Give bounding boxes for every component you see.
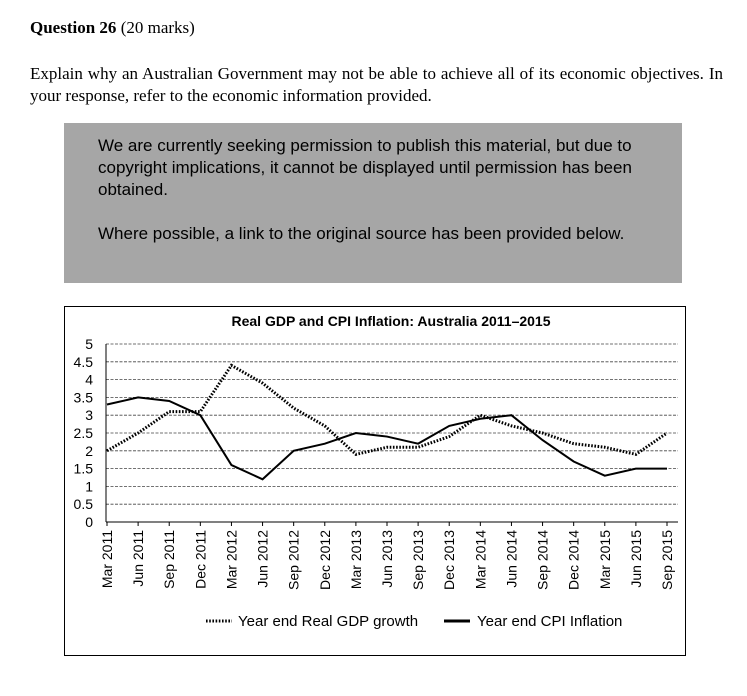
x-tick-label: Sep 2013 xyxy=(410,530,426,590)
question-number: Question 26 xyxy=(30,18,117,37)
legend-label: Year end Real GDP growth xyxy=(238,613,418,630)
x-tick-label: Jun 2013 xyxy=(379,530,395,588)
x-tick-label: Mar 2015 xyxy=(597,530,613,589)
y-tick-label: 3.5 xyxy=(74,389,94,405)
x-tick-label: Jun 2015 xyxy=(628,530,644,588)
y-tick-label: 3 xyxy=(85,407,93,423)
y-tick-label: 0.5 xyxy=(74,496,94,512)
x-tick-label: Dec 2013 xyxy=(441,530,457,590)
y-tick-label: 0 xyxy=(85,514,93,530)
notice-paragraph-1: We are currently seeking permission to p… xyxy=(98,136,632,199)
x-tick-label: Mar 2011 xyxy=(99,530,115,588)
x-tick-label: Sep 2012 xyxy=(286,530,302,590)
y-tick-label: 4 xyxy=(85,372,93,388)
series-line-cpi xyxy=(106,396,667,481)
chart-frame xyxy=(64,306,686,656)
x-tick-label: Sep 2014 xyxy=(535,530,551,590)
x-tick-label: Dec 2014 xyxy=(566,530,582,590)
chart-title: Real GDP and CPI Inflation: Australia 20… xyxy=(231,313,550,329)
x-tick-label: Jun 2014 xyxy=(503,530,519,588)
y-tick-label: 2 xyxy=(85,443,93,459)
y-tick-label: 1 xyxy=(85,478,93,494)
x-tick-label: Sep 2015 xyxy=(659,530,675,590)
y-tick-label: 1.5 xyxy=(74,461,94,477)
x-tick-label: Sep 2011 xyxy=(161,530,177,589)
x-tick-label: Jun 2012 xyxy=(255,530,271,588)
legend-label: Year end CPI Inflation xyxy=(477,613,622,630)
x-tick-label: Mar 2012 xyxy=(223,530,239,589)
x-tick-label: Dec 2012 xyxy=(317,530,333,590)
series-line-real-gdp xyxy=(106,363,668,456)
y-tick-label: 4.5 xyxy=(74,354,94,370)
x-tick-label: Mar 2014 xyxy=(472,530,488,589)
copyright-notice: We are currently seeking permission to p… xyxy=(64,123,682,283)
y-tick-label: 2.5 xyxy=(74,425,94,441)
question-marks: (20 marks) xyxy=(120,18,195,37)
question-heading: Question 26 (20 marks) xyxy=(30,18,195,38)
y-tick-label: 5 xyxy=(85,336,93,352)
question-prompt: Explain why an Australian Government may… xyxy=(30,64,723,105)
x-tick-label: Jun 2011 xyxy=(130,530,146,587)
x-tick-label: Mar 2013 xyxy=(348,530,364,589)
notice-paragraph-2: Where possible, a link to the original s… xyxy=(98,224,625,243)
x-tick-label: Dec 2011 xyxy=(192,530,208,589)
